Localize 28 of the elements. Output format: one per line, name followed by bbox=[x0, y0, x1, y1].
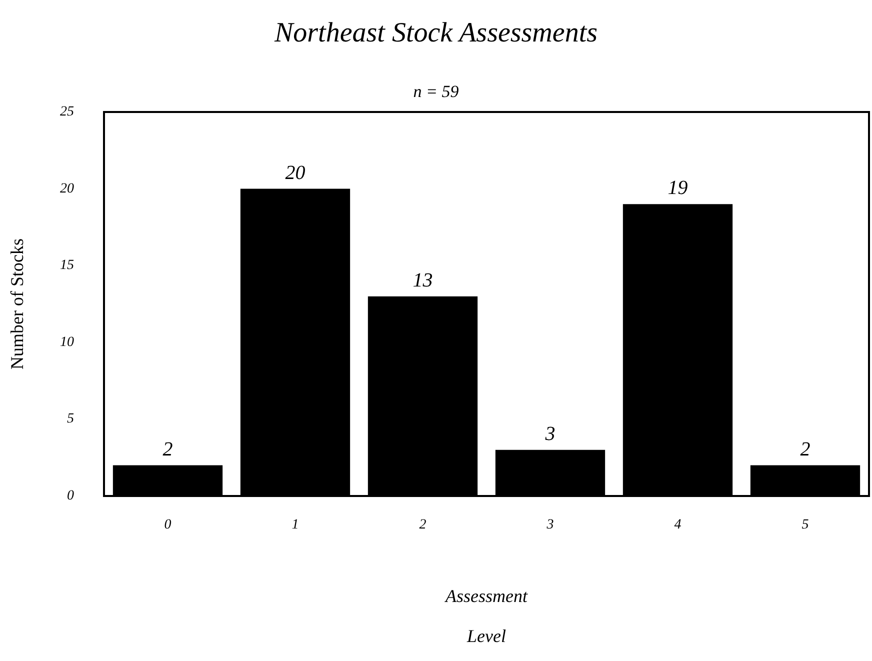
x-axis-title: Assessment Level bbox=[444, 586, 528, 646]
y-tick-label: 10 bbox=[60, 334, 74, 350]
y-tick-label: 5 bbox=[67, 412, 74, 427]
bar bbox=[622, 204, 733, 496]
y-tick-label: 0 bbox=[67, 488, 74, 504]
x-tick-label: 2 bbox=[419, 518, 426, 532]
x-tick-label: 1 bbox=[292, 518, 299, 532]
bar bbox=[112, 465, 223, 496]
data-label: 2 bbox=[162, 438, 173, 460]
x-tick-label: 5 bbox=[802, 518, 809, 532]
x-tick-label: 4 bbox=[674, 518, 682, 532]
y-tick-label: 20 bbox=[60, 181, 74, 196]
data-label: 2 bbox=[800, 438, 810, 460]
chart-subtitle: n = 59 bbox=[413, 82, 460, 101]
chart-title: Northeast Stock Assessments bbox=[273, 18, 598, 48]
bar bbox=[368, 296, 478, 496]
y-tick-label: 15 bbox=[60, 258, 74, 274]
data-label: 3 bbox=[544, 422, 556, 445]
y-axis-title: Number of Stocks bbox=[7, 238, 27, 370]
data-label: 13 bbox=[412, 269, 433, 292]
bar bbox=[240, 188, 350, 496]
y-tick-label: 25 bbox=[60, 104, 74, 120]
bar bbox=[750, 465, 860, 496]
data-label: 19 bbox=[668, 177, 688, 200]
data-label: 20 bbox=[285, 162, 306, 184]
x-tick-label: 3 bbox=[546, 518, 554, 532]
x-tick-label: 0 bbox=[164, 518, 172, 532]
bar bbox=[495, 450, 606, 496]
